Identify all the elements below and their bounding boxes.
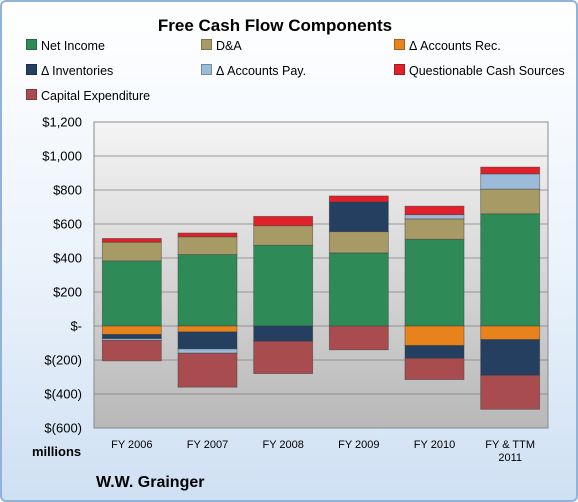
bar-segment-2-5 — [253, 215, 314, 227]
y-tick-label: $200 — [53, 285, 82, 300]
y-tick-label: $(200) — [44, 353, 82, 368]
y-tick-label: $400 — [53, 251, 82, 266]
company-name: W.W. Grainger — [96, 474, 205, 491]
bar-segment-3-1 — [328, 231, 389, 254]
legend-label: D&A — [216, 39, 242, 53]
bar-segment-3-0 — [328, 252, 389, 327]
bar-segment-4-5 — [404, 205, 465, 216]
x-tick-label: FY 2010 — [414, 439, 455, 451]
x-tick-label: FY 2009 — [338, 439, 379, 451]
bar-segment-0-2 — [101, 325, 162, 335]
bar-segment-1-0 — [177, 254, 238, 327]
chart-title: Free Cash Flow Components — [157, 16, 393, 35]
x-tick-label: FY 2008 — [262, 439, 303, 451]
bar-segment-5-1 — [480, 188, 541, 215]
bar-segment-4-3 — [404, 345, 465, 359]
plot-border — [93, 121, 549, 429]
bar-segment-4-1 — [404, 218, 465, 240]
bar-segment-2-6 — [253, 340, 314, 374]
bar-segment-3-6 — [328, 325, 389, 351]
legend-item: Δ Accounts Rec. — [394, 39, 501, 53]
legend-item: Net Income — [26, 39, 105, 53]
legend-swatch — [394, 64, 405, 75]
x-tick-label: 2011 — [498, 452, 522, 464]
y-tick-label: $(600) — [44, 421, 82, 436]
bar-segment-5-3 — [480, 339, 541, 376]
bar-segment-1-4 — [177, 348, 238, 354]
legend-swatch — [201, 39, 212, 50]
bar-segment-3-5 — [328, 195, 389, 203]
bar-segment-3-3 — [328, 201, 389, 233]
bar-segment-0-6 — [101, 340, 162, 362]
bar-segment-5-5 — [480, 166, 541, 175]
bar-segment-1-3 — [177, 331, 238, 350]
bar-segment-1-2 — [177, 325, 238, 333]
legend-label: Capital Expenditure — [41, 89, 151, 103]
legend-swatch — [394, 39, 405, 50]
y-tick-label: $1,200 — [42, 115, 82, 130]
bar-segment-5-4 — [480, 173, 541, 190]
y-axis-units-label: millions — [32, 444, 82, 459]
bar-segment-0-1 — [101, 241, 162, 262]
y-tick-label: $1,000 — [42, 149, 82, 164]
bar-segment-4-6 — [404, 357, 465, 380]
bar-segment-0-5 — [101, 238, 162, 243]
bar-segment-2-3 — [253, 325, 314, 342]
bar-segment-0-0 — [101, 260, 162, 327]
legend-item: Capital Expenditure — [26, 89, 150, 103]
legend-label: Δ Inventories — [41, 64, 114, 78]
bar-segment-2-0 — [253, 244, 314, 327]
bar-segment-2-1 — [253, 225, 314, 246]
x-tick-label: FY 2006 — [111, 439, 152, 451]
bar-segment-5-6 — [480, 374, 541, 410]
y-tick-label: $- — [70, 319, 82, 334]
legend-item: Questionable Cash Sources — [394, 64, 565, 78]
bar-segment-0-3 — [101, 334, 162, 340]
plot-area — [94, 122, 548, 428]
legend-label: Questionable Cash Sources — [409, 64, 565, 78]
legend-swatch — [26, 89, 37, 100]
bar-segment-4-2 — [404, 325, 465, 346]
x-tick-label: FY 2007 — [187, 439, 228, 451]
legend-label: Net Income — [41, 39, 105, 53]
legend-label: Δ Accounts Pay. — [216, 64, 307, 78]
bar-segment-5-0 — [480, 213, 541, 327]
legend-swatch — [26, 39, 37, 50]
x-tick-label: FY & TTM — [485, 439, 535, 451]
legend-label: Δ Accounts Rec. — [409, 39, 501, 53]
y-tick-label: $(400) — [44, 387, 82, 402]
y-tick-label: $800 — [53, 183, 82, 198]
bar-segment-1-6 — [177, 352, 238, 388]
bar-segment-1-5 — [177, 232, 238, 238]
legend-item: Δ Accounts Pay. — [201, 64, 306, 78]
bar-segment-4-0 — [404, 238, 465, 327]
bar-segment-1-1 — [177, 236, 238, 256]
legend-swatch — [26, 64, 37, 75]
bar-segment-5-2 — [480, 325, 541, 341]
y-tick-label: $600 — [53, 217, 82, 232]
legend-item: D&A — [201, 39, 242, 53]
bar-segment-4-4 — [404, 214, 465, 220]
legend-swatch — [201, 64, 212, 75]
legend-item: Δ Inventories — [26, 64, 113, 78]
